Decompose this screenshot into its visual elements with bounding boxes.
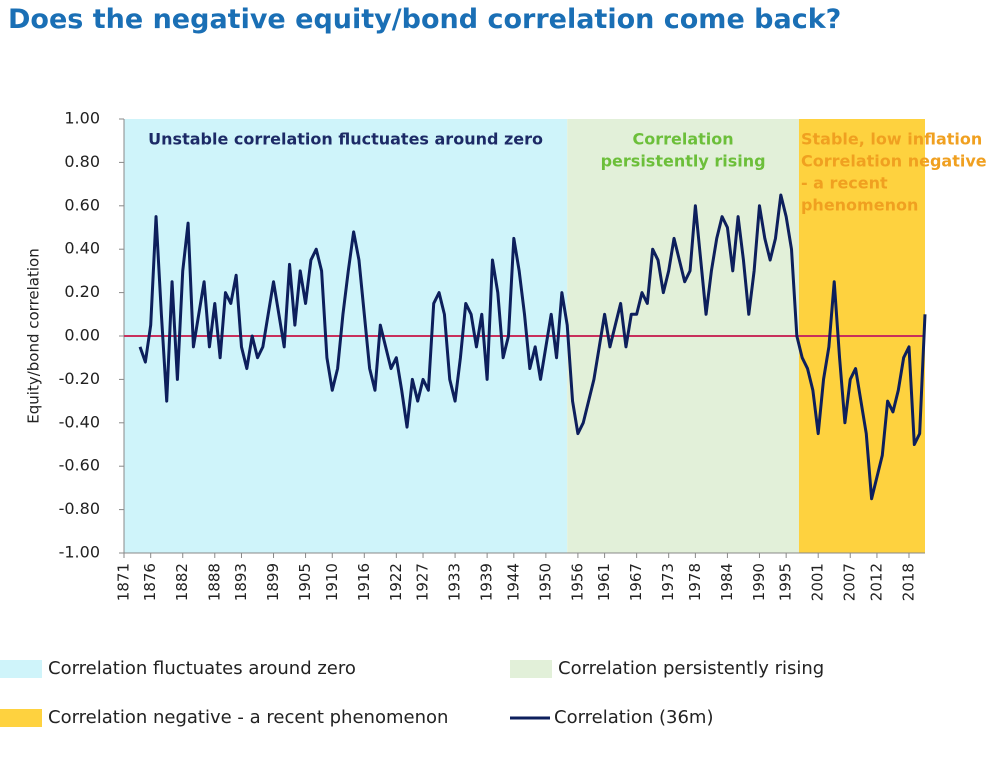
y-tick-label: -0.40: [59, 412, 100, 431]
annotation: Correlation: [633, 130, 734, 149]
x-tick-label: 1871: [115, 563, 133, 601]
legend-label: Correlation fluctuates around zero: [48, 658, 356, 679]
annotation: persistently rising: [601, 152, 766, 171]
y-tick-label: -0.60: [59, 456, 100, 475]
x-tick-label: 2007: [841, 563, 859, 601]
x-tick-label: 1978: [686, 563, 704, 601]
x-tick-label: 1922: [387, 563, 405, 601]
x-tick-label: 1910: [323, 563, 341, 601]
y-tick-label: 1.00: [64, 109, 100, 128]
annotation: Stable, low inflation: [801, 130, 982, 149]
x-tick-label: 1984: [718, 563, 736, 601]
x-tick-label: 1916: [355, 563, 373, 601]
x-tick-label: 1899: [264, 563, 282, 601]
series-line: [138, 193, 927, 501]
x-tick-label: 1944: [504, 563, 522, 601]
x-tick-label: 2001: [809, 563, 827, 601]
x-tick-label: 1933: [446, 563, 464, 601]
y-axis-label: Equity/bond correlation: [25, 248, 43, 423]
y-tick-label: 0.20: [64, 282, 100, 301]
x-tick-label: 1882: [173, 563, 191, 601]
x-tick-label: 1967: [627, 563, 645, 601]
legend-swatch: [0, 709, 42, 727]
y-tick-label: 0.40: [64, 239, 100, 258]
y-tick-label: 0.80: [64, 152, 100, 171]
x-tick-label: 1905: [296, 563, 314, 601]
x-tick-label: 1939: [478, 563, 496, 601]
x-tick-label: 1956: [568, 563, 586, 601]
x-tick-label: 1950: [536, 563, 554, 601]
x-tick-label: 1961: [595, 563, 613, 601]
legend-label: Correlation persistently rising: [558, 658, 824, 679]
y-tick-label: 0.60: [64, 195, 100, 214]
x-tick-label: 1927: [414, 563, 432, 601]
annotation: Unstable correlation fluctuates around z…: [148, 130, 543, 149]
x-tick-label: 1990: [750, 563, 768, 601]
y-tick-label: -0.20: [59, 369, 100, 388]
legend-label: Correlation (36m): [554, 707, 713, 728]
legend-swatch: [0, 660, 42, 678]
x-tick-label: 1876: [141, 563, 159, 601]
x-tick-label: 2012: [867, 563, 885, 601]
x-tick-label: 1995: [777, 563, 795, 601]
y-tick-label: -0.80: [59, 499, 100, 518]
y-tick-label: 0.00: [64, 326, 100, 345]
legend-swatch: [510, 660, 552, 678]
x-tick-label: 1888: [205, 563, 223, 601]
annotation: - a recent: [801, 174, 888, 193]
y-tick-label: -1.00: [59, 543, 100, 562]
chart-title: Does the negative equity/bond correlatio…: [8, 4, 842, 35]
x-tick-label: 2018: [899, 563, 917, 601]
x-tick-label: 1893: [232, 563, 250, 601]
legend-label: Correlation negative - a recent phenomen…: [48, 707, 448, 728]
annotation: phenomenon: [801, 196, 918, 215]
x-tick-label: 1973: [659, 563, 677, 601]
annotation: Correlation negative: [801, 152, 987, 171]
